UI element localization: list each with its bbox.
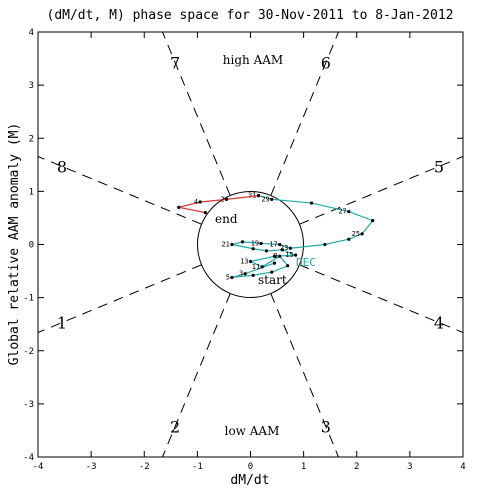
end-label: end: [215, 212, 238, 226]
x-tick-label: -2: [139, 462, 150, 472]
day-label: 5: [226, 273, 230, 281]
month-label-dec: DEC: [296, 256, 316, 269]
trajectory-line: [178, 195, 259, 214]
trajectory-point: [243, 272, 247, 276]
y-tick-label: 1: [29, 187, 34, 197]
trajectory-point: [270, 270, 274, 274]
day-label: 13: [240, 258, 248, 266]
day-label: 3: [239, 270, 243, 278]
start-label: start: [258, 273, 287, 287]
y-tick-label: -1: [23, 294, 34, 304]
trajectory-point: [360, 232, 364, 236]
phase-divider-line: [299, 264, 464, 333]
trajectory-point: [347, 209, 351, 214]
phase-label-5: 5: [434, 157, 444, 176]
trajectory-point: [230, 275, 234, 280]
x-tick-label: -4: [33, 462, 44, 472]
trajectory-point: [259, 241, 263, 246]
x-tick-label: 4: [460, 462, 465, 472]
phase-sector-lines: [37, 31, 464, 458]
phase-label-3: 3: [321, 418, 331, 437]
phase-divider-line: [37, 264, 202, 333]
phase-divider-line: [162, 293, 231, 458]
trajectory-point: [264, 249, 269, 253]
trajectory-point: [288, 246, 292, 250]
day-label: 23: [280, 244, 288, 252]
x-tick-label: 3: [407, 462, 412, 472]
phase-divider-line: [162, 31, 231, 196]
phase-label-7: 7: [170, 53, 180, 72]
trajectory-point: [278, 242, 282, 247]
trajectory-point: [230, 242, 234, 247]
trajectory-point: [272, 261, 277, 265]
phase-divider-line: [37, 156, 202, 225]
x-tick-label: -1: [192, 462, 203, 472]
day-label: 29: [261, 195, 269, 203]
trajectory-point: [248, 259, 253, 264]
x-tick-label: -3: [86, 462, 97, 472]
y-tick-label: -4: [23, 453, 34, 463]
trajectory-point: [224, 197, 229, 201]
y-axis-label: Global relative AAM anomaly (M): [7, 123, 22, 366]
trajectory-point: [177, 205, 181, 209]
x-axis-label: dM/dt: [230, 473, 269, 488]
x-tick-label: 1: [301, 462, 306, 472]
day-label: 31: [248, 192, 256, 200]
phase-divider-line: [299, 156, 464, 225]
day-label: 2: [220, 195, 224, 203]
trajectory-point: [323, 242, 327, 247]
phase-label-2: 2: [170, 418, 180, 437]
trajectory-point: [256, 194, 261, 198]
chart-title: (dM/dt, M) phase space for 30-Nov-2011 t…: [47, 8, 454, 23]
low-aam-label: low AAM: [225, 424, 280, 438]
phase-label-8: 8: [57, 157, 67, 176]
trajectory-point: [251, 247, 255, 251]
trajectory-point: [203, 211, 207, 215]
unit-circle: [197, 191, 304, 298]
trajectory-point: [278, 254, 282, 258]
trajectory-point: [280, 248, 284, 252]
phase-divider-line: [270, 293, 339, 458]
phase-label-6: 6: [321, 53, 331, 72]
day-label: 27: [338, 208, 346, 216]
trajectory-point: [270, 197, 274, 201]
y-tick-label: 2: [29, 134, 34, 144]
day-label: 21: [221, 241, 229, 249]
y-tick-label: 3: [29, 81, 34, 91]
trajectory-point: [251, 273, 255, 277]
trajectory-point: [347, 237, 351, 241]
high-aam-label: high AAM: [223, 53, 283, 67]
phase-divider-line: [270, 31, 339, 196]
phase-label-1: 1: [57, 314, 67, 333]
day-label: 25: [352, 230, 360, 238]
trajectory-point: [371, 218, 375, 223]
trajectory-point: [294, 253, 298, 257]
day-label: 17: [269, 241, 277, 249]
y-tick-label: 0: [29, 241, 34, 251]
phase-label-4: 4: [434, 314, 444, 333]
y-tick-label: 4: [29, 28, 34, 38]
trajectory: 359111315211917232527293124: [177, 192, 375, 281]
x-tick-label: 0: [248, 462, 253, 472]
day-label: 19: [251, 239, 259, 247]
trajectory-point: [309, 201, 314, 205]
y-tick-label: -2: [23, 347, 34, 357]
trajectory-point: [272, 254, 277, 258]
day-label: 11: [252, 263, 260, 271]
y-tick-label: -3: [23, 400, 34, 410]
trajectory-point: [260, 265, 264, 269]
trajectory-point: [198, 200, 202, 204]
x-tick-label: 2: [354, 462, 359, 472]
trajectory-point: [286, 264, 290, 268]
day-label: 4: [194, 198, 198, 206]
trajectory-point: [240, 240, 245, 244]
day-label: 15: [285, 251, 293, 259]
